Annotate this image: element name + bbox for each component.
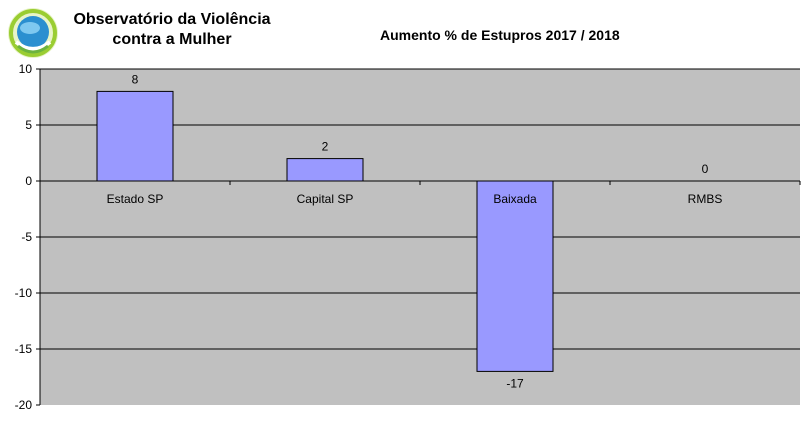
chart-title: Aumento % de Estupros 2017 / 2018	[380, 27, 620, 43]
category-label: Baixada	[493, 192, 537, 206]
y-tick-label: -10	[15, 286, 33, 300]
y-tick-label: -20	[15, 398, 33, 412]
y-tick-label: -5	[21, 230, 32, 244]
organization-title-line2: contra a Mulher	[112, 31, 232, 48]
category-label: Capital SP	[297, 192, 354, 206]
organization-title: Observatório da Violência contra a Mulhe…	[62, 10, 282, 50]
category-label: RMBS	[688, 192, 723, 206]
organization-title-line1: Observatório da Violência	[73, 11, 271, 28]
bar-baixada	[476, 180, 554, 372]
labels: 10 5 0 -5 -10 -15 -20 8 Estado SP 2 Capital SP -17 B…	[15, 62, 723, 412]
bars	[96, 90, 554, 372]
y-tick-label: 0	[25, 174, 32, 188]
y-tick-label: 10	[19, 62, 33, 76]
bar-capital-sp	[286, 158, 364, 182]
observatory-logo-icon	[8, 8, 58, 58]
category-label: Estado SP	[107, 192, 164, 206]
y-tick-label: 5	[25, 118, 32, 132]
axes	[36, 68, 801, 406]
y-tick-label: -15	[15, 342, 33, 356]
data-label: 8	[132, 72, 139, 86]
data-label: -17	[506, 376, 524, 390]
data-label: 2	[322, 140, 329, 154]
data-label: 0	[702, 162, 709, 176]
bar-estado-sp	[96, 90, 174, 182]
